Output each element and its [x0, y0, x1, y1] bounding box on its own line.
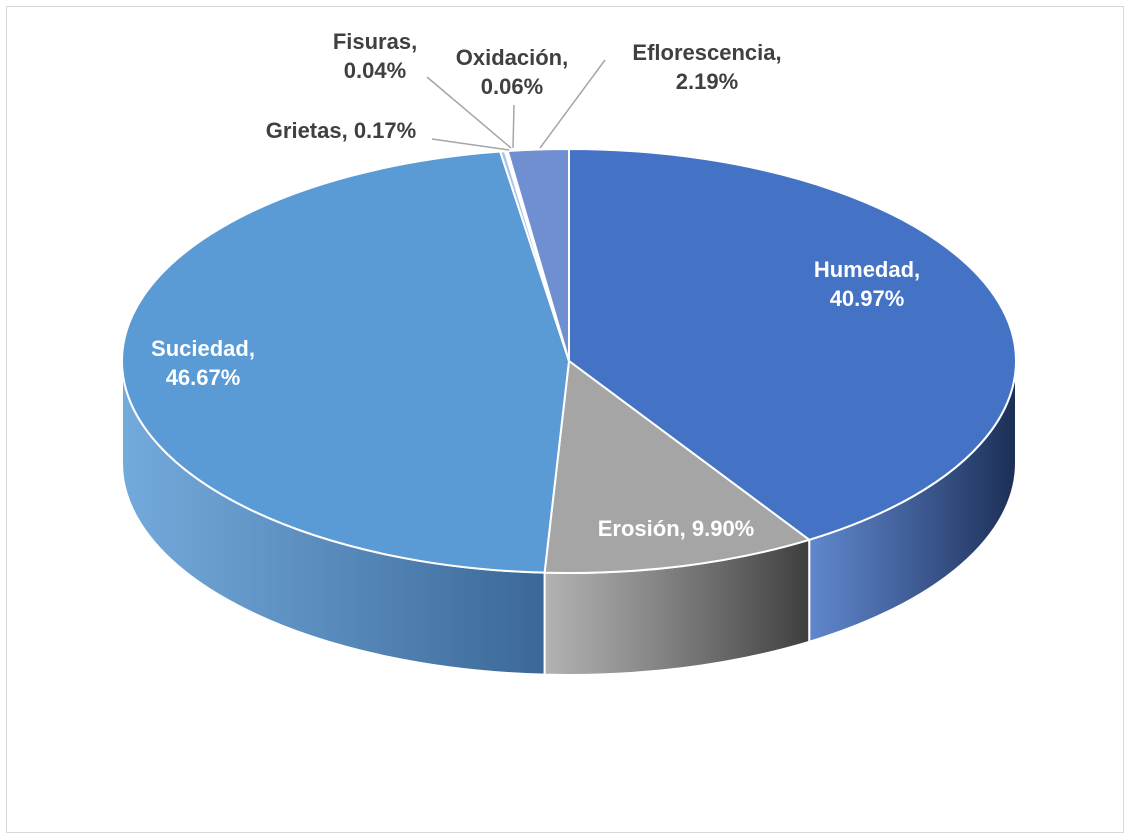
- slice-eflorescencia: [506, 148, 570, 362]
- data-label-humedad: Humedad, 40.97%: [814, 257, 920, 311]
- slice-erosion: [543, 360, 811, 574]
- leader-lines: [426, 59, 606, 151]
- data-label-erosion: Erosión, 9.90%: [598, 516, 755, 541]
- data-label-oxidacion: Oxidación, 0.06%: [456, 45, 568, 99]
- data-label-fisuras: Fisuras, 0.04%: [333, 29, 417, 83]
- data-label-grietas: Grietas, 0.17%: [266, 118, 416, 143]
- data-label-eflorescencia: Eflorescencia, 2.19%: [632, 40, 781, 94]
- leader-line-eflorescencia: [539, 59, 606, 149]
- slice-suciedad: [121, 150, 570, 574]
- leader-line-grietas: [431, 138, 510, 151]
- pie-tops: [121, 148, 1017, 574]
- data-labels: Humedad, 40.97% Erosión, 9.90% Suciedad, 46.…: [151, 29, 920, 541]
- slice-humedad: [568, 148, 1017, 541]
- leader-line-oxidacion: [512, 104, 515, 149]
- leader-line-fisuras: [426, 76, 512, 149]
- data-label-suciedad: Suciedad, 46.67%: [151, 336, 255, 390]
